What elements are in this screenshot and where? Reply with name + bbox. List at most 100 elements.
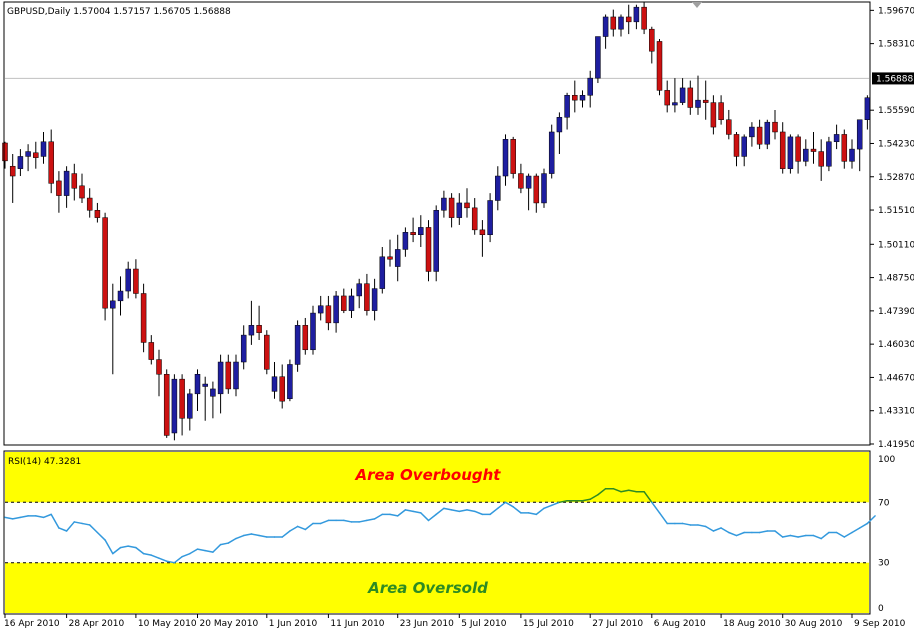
bull-candle-body: [526, 176, 531, 188]
price-tick-label: 1.41950: [878, 440, 914, 450]
candle: [803, 139, 808, 166]
price-tick-label: 1.44670: [878, 373, 914, 383]
rsi-tick-label: 30: [878, 559, 890, 569]
bear-candle-body: [80, 186, 85, 198]
bear-candle-body: [534, 176, 539, 203]
bull-candle-body: [857, 120, 862, 149]
bear-candle-body: [180, 379, 185, 418]
candle: [819, 139, 824, 181]
bull-candle-body: [349, 296, 354, 311]
candle: [226, 355, 231, 394]
candle: [241, 325, 246, 369]
bear-candle-body: [87, 198, 92, 210]
candle: [18, 149, 23, 176]
candle: [357, 279, 362, 308]
candle: [110, 284, 115, 375]
time-tick-label: 18 Aug 2010: [723, 619, 781, 629]
bull-candle-body: [295, 325, 300, 364]
candle: [749, 122, 754, 146]
bull-candle-body: [634, 7, 639, 22]
bull-candle-body: [803, 149, 808, 161]
candle: [719, 95, 724, 124]
candle: [788, 134, 793, 173]
candle: [857, 120, 862, 171]
bull-candle-body: [118, 291, 123, 301]
candle: [542, 169, 547, 208]
bear-candle-body: [726, 120, 731, 135]
candle: [272, 362, 277, 399]
bull-candle-body: [241, 335, 246, 362]
bear-candle-body: [626, 17, 631, 22]
bull-candle-body: [380, 257, 385, 289]
bear-candle-body: [133, 269, 138, 293]
candle: [364, 274, 369, 316]
candle: [149, 335, 154, 364]
time-tick-label: 5 Jul 2010: [461, 619, 506, 629]
shift-marker-icon[interactable]: [692, 2, 702, 8]
candle: [680, 78, 685, 105]
candle: [203, 377, 208, 421]
bear-candle-body: [56, 181, 61, 196]
bull-candle-body: [850, 149, 855, 161]
candle: [757, 120, 762, 149]
candle: [403, 227, 408, 256]
candle: [187, 389, 192, 431]
candle: [311, 306, 316, 355]
bull-candle-body: [372, 289, 377, 311]
time-tick-label: 1 Jun 2010: [269, 619, 318, 629]
price-tick-label: 1.48750: [878, 274, 914, 284]
bear-candle-body: [773, 122, 778, 132]
bear-candle-body: [511, 139, 516, 173]
bull-candle-body: [542, 174, 547, 203]
candle: [118, 276, 123, 315]
candle: [665, 81, 670, 113]
bear-candle-body: [164, 374, 169, 435]
candle: [172, 374, 177, 440]
candle: [26, 144, 31, 171]
candle: [603, 15, 608, 49]
bull-candle-body: [418, 227, 423, 234]
candle: [395, 235, 400, 281]
candle: [388, 240, 393, 267]
bear-candle-body: [95, 210, 100, 217]
bear-candle-body: [665, 90, 670, 105]
candle: [457, 193, 462, 225]
candle: [742, 134, 747, 166]
candle: [688, 81, 693, 115]
candle: [780, 122, 785, 173]
symbol-info: GBPUSD,Daily 1.57004 1.57157 1.56705 1.…: [7, 7, 231, 17]
bull-candle-body: [588, 78, 593, 95]
candle: [341, 289, 346, 313]
price-tick-label: 1.55590: [878, 106, 914, 116]
bull-candle-body: [64, 171, 69, 195]
candle: [649, 27, 654, 64]
candle: [472, 198, 477, 235]
candle: [672, 78, 677, 112]
price-tick-label: 1.43310: [878, 407, 914, 417]
bull-candle-body: [580, 95, 585, 100]
bear-candle-body: [49, 142, 54, 184]
candle: [133, 259, 138, 298]
bull-candle-body: [619, 17, 624, 29]
candle: [441, 191, 446, 218]
candle: [726, 110, 731, 139]
candle: [126, 262, 131, 299]
bull-candle-body: [334, 296, 339, 323]
bear-candle-body: [257, 325, 262, 332]
bear-candle-body: [149, 342, 154, 359]
bull-candle-body: [272, 377, 277, 392]
bull-candle-body: [395, 249, 400, 266]
time-tick-label: 15 Jul 2010: [523, 619, 574, 629]
candle: [249, 301, 254, 345]
bear-candle-body: [157, 360, 162, 375]
bear-candle-body: [426, 227, 431, 271]
candle: [834, 125, 839, 149]
candle: [588, 71, 593, 108]
candle: [580, 90, 585, 107]
candle: [326, 296, 331, 330]
bull-candle-body: [203, 384, 208, 386]
candle: [765, 120, 770, 149]
time-tick-label: 11 Jun 2010: [330, 619, 384, 629]
rsi-label: RSI(14) 47.3281: [8, 457, 81, 467]
